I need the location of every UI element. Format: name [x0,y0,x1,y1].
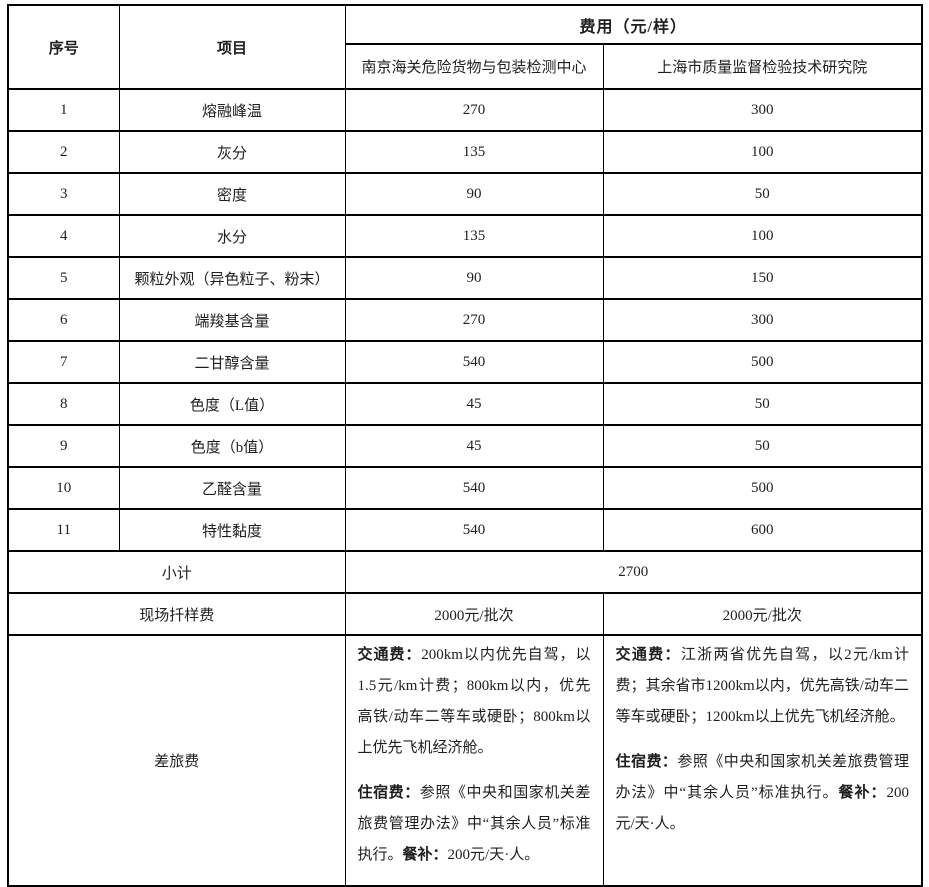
sampling-fee-row: 现场扦样费 2000元/批次 2000元/批次 [7,592,923,636]
subtotal-label: 小计 [7,550,346,594]
meal-allowance-text: 200元/天·人。 [615,785,910,832]
row-item: 色度（b值） [118,424,346,468]
sampling-fee-label: 现场扦样费 [7,592,346,636]
fee-table-footer: 小计 2700 现场扦样费 2000元/批次 2000元/批次 差旅费 交通费：… [7,550,923,887]
travel-expense-row: 差旅费 交通费：200km以内优先自驾，以1.5元/km计费；800km以内，优… [7,634,923,887]
row-serial: 9 [7,424,120,468]
row-item: 二甘醇含量 [118,340,346,384]
row-fee-nanjing: 540 [344,340,604,384]
row-serial: 2 [7,130,120,174]
row-fee-nanjing: 45 [344,382,604,426]
lodging-fee-text: 参照《中央和国家机关差旅费管理办法》中“其余人员”标准执行。 [615,754,910,801]
travel-shanghai-transport: 交通费：江浙两省优先自驾，以2元/km计费；其余省市1200km以内，优先高铁/… [616,640,910,733]
row-fee-nanjing: 540 [344,466,604,510]
travel-nanjing-transport: 交通费：200km以内优先自驾，以1.5元/km计费；800km以内，优先高铁/… [358,640,591,764]
travel-label: 差旅费 [7,634,346,887]
table-row: 3 密度 90 50 [7,172,923,216]
header-org-shanghai: 上海市质量监督检验技术研究院 [602,43,923,90]
fee-table-body: 1 熔融峰温 270 300 2 灰分 135 100 3 密度 90 50 4… [7,88,923,552]
row-serial: 5 [7,256,120,300]
row-serial: 10 [7,466,120,510]
row-fee-shanghai: 300 [602,88,923,132]
row-fee-nanjing: 45 [344,424,604,468]
row-fee-nanjing: 135 [344,130,604,174]
sampling-fee-nanjing: 2000元/批次 [344,592,604,636]
header-serial: 序号 [7,4,120,90]
row-item: 熔融峰温 [118,88,346,132]
row-fee-shanghai: 100 [602,130,923,174]
table-row: 6 端羧基含量 270 300 [7,298,923,342]
travel-shanghai-cell: 交通费：江浙两省优先自驾，以2元/km计费；其余省市1200km以内，优先高铁/… [602,634,923,887]
row-serial: 7 [7,340,120,384]
fee-table: 序号 项目 费用（元/样） 南京海关危险货物与包装检测中心 上海市质量监督检验技… [7,4,924,887]
transport-fee-text: 江浙两省优先自驾，以2元/km计费；其余省市1200km以内，优先高铁/动车二等… [615,647,910,725]
subtotal-row: 小计 2700 [7,550,923,594]
row-serial: 6 [7,298,120,342]
row-fee-shanghai: 500 [602,340,923,384]
row-fee-nanjing: 90 [344,256,604,300]
lodging-fee-label: 住宿费： [615,754,678,770]
header-org-nanjing: 南京海关危险货物与包装检测中心 [344,43,604,90]
row-item: 密度 [118,172,346,216]
table-row: 9 色度（b值） 45 50 [7,424,923,468]
row-item: 特性黏度 [118,508,346,552]
table-row: 10 乙醛含量 540 500 [7,466,923,510]
row-fee-shanghai: 50 [602,424,923,468]
row-fee-shanghai: 50 [602,172,923,216]
row-item: 乙醛含量 [118,466,346,510]
meal-allowance-label: 餐补： [838,785,887,801]
table-row: 1 熔融峰温 270 300 [7,88,923,132]
row-item: 端羧基含量 [118,298,346,342]
travel-nanjing-lodging: 住宿费：参照《中央和国家机关差旅费管理办法》中“其余人员”标准执行。餐补：200… [358,778,591,871]
row-fee-nanjing: 135 [344,214,604,258]
row-fee-nanjing: 270 [344,88,604,132]
row-item: 色度（L值） [118,382,346,426]
travel-nanjing-cell: 交通费：200km以内优先自驾，以1.5元/km计费；800km以内，优先高铁/… [344,634,604,887]
row-serial: 4 [7,214,120,258]
row-serial: 3 [7,172,120,216]
table-row: 5 颗粒外观（异色粒子、粉末） 90 150 [7,256,923,300]
row-serial: 11 [7,508,120,552]
row-item: 灰分 [118,130,346,174]
header-fee-group: 费用（元/样） [344,4,923,45]
row-fee-nanjing: 540 [344,508,604,552]
row-item: 颗粒外观（异色粒子、粉末） [118,256,346,300]
row-fee-shanghai: 600 [602,508,923,552]
row-fee-nanjing: 90 [344,172,604,216]
row-serial: 8 [7,382,120,426]
row-fee-shanghai: 50 [602,382,923,426]
subtotal-value: 2700 [344,550,923,594]
sampling-fee-shanghai: 2000元/批次 [602,592,923,636]
row-fee-shanghai: 100 [602,214,923,258]
transport-fee-label: 交通费： [357,647,422,663]
table-row: 4 水分 135 100 [7,214,923,258]
row-fee-shanghai: 150 [602,256,923,300]
row-fee-shanghai: 300 [602,298,923,342]
row-fee-shanghai: 500 [602,466,923,510]
lodging-fee-text: 参照《中央和国家机关差旅费管理办法》中“其余人员”标准执行。 [357,785,591,863]
row-serial: 1 [7,88,120,132]
travel-shanghai-lodging: 住宿费：参照《中央和国家机关差旅费管理办法》中“其余人员”标准执行。餐补：200… [616,747,910,840]
table-row: 8 色度（L值） 45 50 [7,382,923,426]
table-row: 11 特性黏度 540 600 [7,508,923,552]
row-item: 水分 [118,214,346,258]
header-item: 项目 [118,4,346,90]
row-fee-nanjing: 270 [344,298,604,342]
transport-fee-label: 交通费： [615,647,681,663]
fee-table-header: 序号 项目 费用（元/样） 南京海关危险货物与包装检测中心 上海市质量监督检验技… [7,4,923,90]
meal-allowance-label: 餐补： [402,847,448,863]
meal-allowance-text: 200元/天·人。 [447,847,540,863]
table-row: 2 灰分 135 100 [7,130,923,174]
table-row: 7 二甘醇含量 540 500 [7,340,923,384]
lodging-fee-label: 住宿费： [357,785,420,801]
transport-fee-text: 200km以内优先自驾，以1.5元/km计费；800km以内，优先高铁/动车二等… [357,647,591,756]
